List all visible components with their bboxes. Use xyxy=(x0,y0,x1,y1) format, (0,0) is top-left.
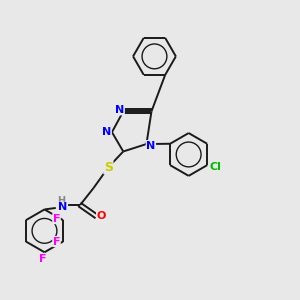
Text: N: N xyxy=(58,202,68,212)
Text: O: O xyxy=(97,211,106,221)
Text: F: F xyxy=(53,236,60,247)
Text: S: S xyxy=(104,161,113,174)
Text: N: N xyxy=(115,105,124,115)
Text: Cl: Cl xyxy=(210,162,221,172)
Text: N: N xyxy=(102,127,111,137)
Text: F: F xyxy=(39,254,47,264)
Text: F: F xyxy=(53,214,60,224)
Text: H: H xyxy=(57,196,65,206)
Text: N: N xyxy=(146,140,155,151)
